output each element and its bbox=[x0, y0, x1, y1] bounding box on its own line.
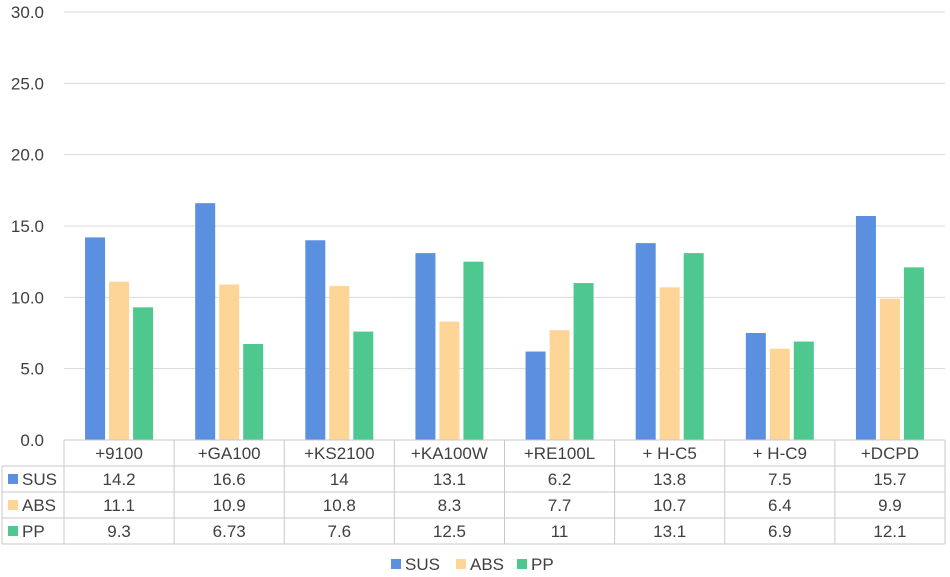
y-axis: 0.0 5.0 10.0 15.0 20.0 25.0 30.0 bbox=[11, 3, 44, 450]
bar-pp bbox=[243, 343, 264, 440]
table-cell: 13.1 bbox=[653, 522, 686, 541]
legend-label-sus: SUS bbox=[405, 555, 440, 574]
bar-sus bbox=[855, 216, 876, 440]
category-label: +9100 bbox=[95, 444, 143, 463]
table-cell: 12.1 bbox=[873, 522, 906, 541]
category-label: +GA100 bbox=[198, 444, 261, 463]
y-tick-label: 20.0 bbox=[11, 146, 44, 165]
row-key-swatch bbox=[8, 500, 18, 510]
table-cell: 11 bbox=[551, 522, 569, 541]
bar-sus bbox=[305, 240, 326, 440]
series-abs bbox=[109, 281, 900, 440]
bar-pp bbox=[903, 267, 924, 440]
bar-sus bbox=[525, 351, 546, 440]
table-cell: 6.73 bbox=[213, 522, 246, 541]
legend-swatch-abs bbox=[456, 559, 466, 569]
table-cell: 6.2 bbox=[548, 470, 572, 489]
category-label: +DCPD bbox=[861, 444, 919, 463]
bar-abs bbox=[659, 287, 680, 440]
bar-sus bbox=[195, 203, 216, 440]
table-cell: 7.6 bbox=[327, 522, 351, 541]
legend-label-abs: ABS bbox=[470, 555, 504, 574]
category-label: +KA100W bbox=[411, 444, 488, 463]
table-cell: 14.2 bbox=[103, 470, 136, 489]
y-tick-label: 5.0 bbox=[20, 360, 44, 379]
bar-abs bbox=[879, 298, 900, 440]
table-cell: 13.8 bbox=[653, 470, 686, 489]
table-cell: 10.9 bbox=[213, 496, 246, 515]
row-key-swatch bbox=[8, 526, 18, 536]
bar-pp bbox=[793, 341, 814, 440]
bar-abs bbox=[329, 285, 350, 440]
bar-sus bbox=[745, 333, 766, 440]
table-cell: 7.7 bbox=[548, 496, 572, 515]
table-cell: 6.4 bbox=[768, 496, 792, 515]
category-label: + H-C5 bbox=[643, 444, 697, 463]
table-cell: 10.8 bbox=[323, 496, 356, 515]
legend: SUS ABS PP bbox=[391, 555, 554, 574]
legend-swatch-sus bbox=[391, 559, 401, 569]
bar-pp bbox=[353, 331, 374, 440]
table-cell: 12.5 bbox=[433, 522, 466, 541]
bar-abs bbox=[549, 330, 570, 440]
bar-abs bbox=[219, 284, 240, 440]
table-cell: 14 bbox=[330, 470, 349, 489]
table-cell: 9.9 bbox=[878, 496, 902, 515]
y-tick-label: 0.0 bbox=[20, 431, 44, 450]
row-series-name: ABS bbox=[22, 496, 56, 515]
bar-abs bbox=[439, 321, 460, 440]
data-table: +9100 +GA100 +KS2100 +KA100W +RE100L + H-C5 + … bbox=[1, 439, 946, 545]
category-label: +RE100L bbox=[524, 444, 595, 463]
table-cell: 11.1 bbox=[103, 496, 135, 515]
bar-pp bbox=[463, 261, 484, 440]
series-pp bbox=[133, 253, 924, 440]
row-series-name: PP bbox=[22, 522, 45, 541]
bar-sus bbox=[85, 237, 106, 440]
y-tick-label: 15.0 bbox=[11, 217, 44, 236]
table-cell: 10.7 bbox=[653, 496, 686, 515]
bar-pp bbox=[573, 283, 594, 440]
bar-abs bbox=[109, 281, 130, 440]
table-cell: 9.3 bbox=[107, 522, 131, 541]
row-key-swatch bbox=[8, 474, 18, 484]
y-tick-label: 10.0 bbox=[11, 288, 44, 307]
table-cell: 6.9 bbox=[768, 522, 792, 541]
table-cell: 15.7 bbox=[873, 470, 906, 489]
bar-sus bbox=[415, 253, 436, 440]
y-tick-label: 25.0 bbox=[11, 74, 44, 93]
y-tick-label: 30.0 bbox=[11, 3, 44, 22]
table-cell: 13.1 bbox=[433, 470, 466, 489]
series-sus bbox=[85, 203, 876, 440]
bar-series bbox=[85, 203, 924, 440]
legend-swatch-pp bbox=[517, 559, 527, 569]
legend-label-pp: PP bbox=[531, 555, 554, 574]
table-cell: 7.5 bbox=[768, 470, 792, 489]
category-label: + H-C9 bbox=[753, 444, 807, 463]
bar-pp bbox=[683, 253, 704, 440]
bar-abs bbox=[769, 348, 790, 440]
table-cell: 16.6 bbox=[213, 470, 246, 489]
bar-pp bbox=[133, 307, 154, 440]
bar-sus bbox=[635, 243, 656, 440]
table-cell: 8.3 bbox=[438, 496, 462, 515]
row-series-name: SUS bbox=[22, 470, 57, 489]
category-label: +KS2100 bbox=[304, 444, 374, 463]
